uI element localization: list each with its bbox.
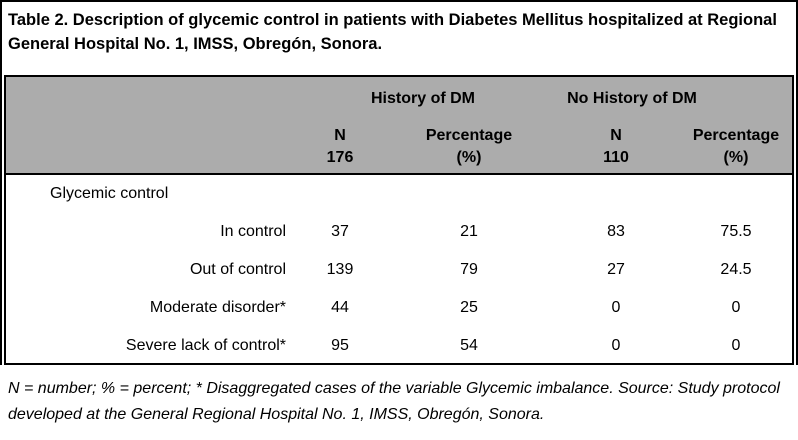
col-header-line2: 110 [603,149,629,166]
cell-empty [386,174,552,213]
cell-empty [552,174,680,213]
cell-value: 27 [607,261,625,278]
col-header-pct-history: Percentage (%) [386,121,552,175]
table-header: History of DM No History of DM N 176 Per… [6,77,792,175]
section-row: Glycemic control [6,174,792,213]
cell-value: 139 [326,261,354,278]
section-label: Glycemic control [50,185,169,202]
cell-value: 54 [460,337,478,354]
cell-empty [294,174,386,213]
cell-value: 24.5 [720,261,752,278]
cell-value: 0 [731,337,741,354]
cell-value: 37 [331,223,349,240]
cell-empty [680,174,792,213]
col-header-line1: N [610,127,622,144]
cell-value: 79 [460,261,478,278]
col-header-line1: Percentage [425,127,513,144]
row-label: Severe lack of control* [125,337,286,354]
col-header-line1: Percentage [692,127,780,144]
col-header-line2: (%) [723,149,749,166]
col-header-pct-no-history: Percentage (%) [680,121,792,175]
header-spacer [6,121,294,175]
col-header-line2: 176 [326,149,354,166]
group-header-no-history-dm: No History of DM [552,77,792,121]
cell-value: 0 [611,299,621,316]
group-header-history-dm: History of DM [294,77,552,121]
cell-value: 83 [607,223,625,240]
data-table: History of DM No History of DM N 176 Per… [6,77,792,365]
cell-value: 44 [331,299,349,316]
cell-value: 95 [331,337,349,354]
cell-value: 0 [731,299,741,316]
header-spacer [6,77,294,121]
col-header-line1: N [334,127,346,144]
data-table-container: History of DM No History of DM N 176 Per… [4,75,794,365]
table-body: Glycemic control In control 37 21 83 75.… [6,174,792,365]
table-row: Severe lack of control* 95 54 0 0 [6,327,792,365]
row-label: In control [220,223,286,240]
row-label: Out of control [189,261,286,278]
frame-right-border [796,0,798,365]
column-header-row: N 176 Percentage (%) N 110 Percentage (%… [6,121,792,175]
cell-value: 75.5 [720,223,752,240]
col-header-n-no-history: N 110 [552,121,680,175]
cell-value: 25 [460,299,478,316]
table-row: In control 37 21 83 75.5 [6,213,792,251]
table-row: Out of control 139 79 27 24.5 [6,251,792,289]
frame-top-border [0,0,798,2]
footnote: N = number; % = percent; * Disaggregated… [8,380,780,423]
col-header-line2: (%) [456,149,482,166]
cell-value: 0 [611,337,621,354]
frame-left-border [0,0,2,365]
col-header-n-history: N 176 [294,121,386,175]
table-caption: Table 2. Description of glycemic control… [8,11,777,53]
row-label: Moderate disorder* [149,299,286,316]
group-header-row: History of DM No History of DM [6,77,792,121]
cell-value: 21 [460,223,478,240]
table-row: Moderate disorder* 44 25 0 0 [6,289,792,327]
